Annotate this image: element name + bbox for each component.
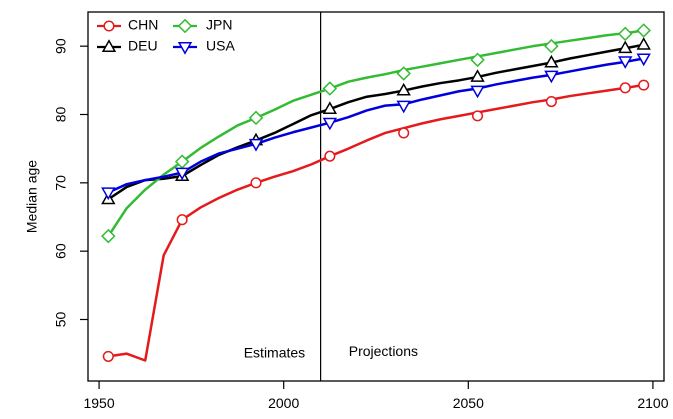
- series-marker-jpn-2: [248, 110, 264, 126]
- series-marker-deu-6: [544, 54, 559, 68]
- series-marker-jpn-6: [544, 38, 559, 54]
- series-marker-deu-5: [470, 69, 485, 82]
- series-marker-chn-2: [250, 177, 262, 189]
- x-tick-label-2100: 2100: [637, 395, 668, 411]
- legend-label-deu: DEU: [128, 38, 158, 54]
- legend-marker-deu: [101, 39, 117, 52]
- series-marker-usa-8: [636, 53, 651, 67]
- series-marker-usa-2: [248, 138, 264, 152]
- y-tick-label-70: 70: [53, 175, 69, 191]
- series-marker-chn-3: [324, 150, 336, 162]
- series-marker-usa-1: [174, 167, 190, 181]
- legend-marker-usa: [177, 42, 193, 55]
- annotation-0: Estimates: [244, 344, 305, 360]
- plot-frame: [87, 11, 665, 382]
- series-marker-deu-8: [636, 37, 651, 50]
- series-marker-usa-7: [618, 56, 633, 69]
- series-marker-chn-7: [619, 82, 631, 94]
- series-marker-usa-4: [396, 100, 411, 114]
- series-marker-deu-4: [396, 82, 411, 96]
- series-marker-jpn-3: [322, 81, 338, 96]
- legend-label-usa: USA: [206, 38, 235, 54]
- series-marker-deu-7: [618, 40, 633, 54]
- series-marker-chn-1: [176, 214, 188, 226]
- y-tick-label-50: 50: [53, 312, 69, 328]
- x-tick-label-2000: 2000: [268, 395, 299, 411]
- legend-item-jpn: JPN: [173, 17, 232, 34]
- legend-item-usa: USA: [173, 38, 235, 55]
- series-usa: [101, 53, 651, 201]
- series-marker-jpn-0: [101, 228, 116, 244]
- series-marker-jpn-7: [617, 26, 633, 42]
- series-chn: [102, 79, 650, 362]
- series-marker-usa-5: [470, 85, 485, 99]
- legend-label-jpn: JPN: [206, 17, 232, 33]
- y-tick-label-80: 80: [53, 107, 69, 123]
- plot-layer: 1950 2000 2050 2100 50 60 70 80 90 Median age Esti…: [24, 11, 669, 411]
- series-marker-usa-3: [322, 117, 338, 131]
- series-marker-chn-6: [545, 95, 557, 108]
- legend: CHN DEU JPN USA: [97, 17, 235, 55]
- legend-label-chn: CHN: [128, 17, 158, 33]
- series-marker-chn-0: [102, 350, 114, 362]
- legend-marker-jpn: [177, 18, 193, 34]
- x-tick-label-1950: 1950: [83, 395, 114, 411]
- legend-marker-chn: [103, 20, 115, 32]
- series-marker-jpn-4: [396, 66, 411, 81]
- x-tick-label-2050: 2050: [453, 395, 484, 411]
- series-marker-usa-6: [544, 70, 559, 84]
- y-tick-label-90: 90: [53, 38, 69, 54]
- series-marker-usa-0: [101, 187, 116, 201]
- series-marker-deu-3: [322, 101, 338, 114]
- annotation-1: Projections: [349, 343, 418, 359]
- legend-item-chn: CHN: [97, 17, 158, 33]
- y-tick-label-60: 60: [53, 243, 69, 259]
- series-marker-chn-5: [471, 110, 484, 122]
- series-marker-jpn-8: [636, 23, 651, 38]
- y-axis-title: Median age: [24, 160, 40, 233]
- series-marker-jpn-5: [470, 52, 485, 68]
- legend-item-deu: DEU: [97, 38, 158, 54]
- series-jpn: [101, 23, 651, 244]
- series-marker-chn-4: [398, 127, 410, 139]
- series-marker-chn-8: [638, 79, 650, 91]
